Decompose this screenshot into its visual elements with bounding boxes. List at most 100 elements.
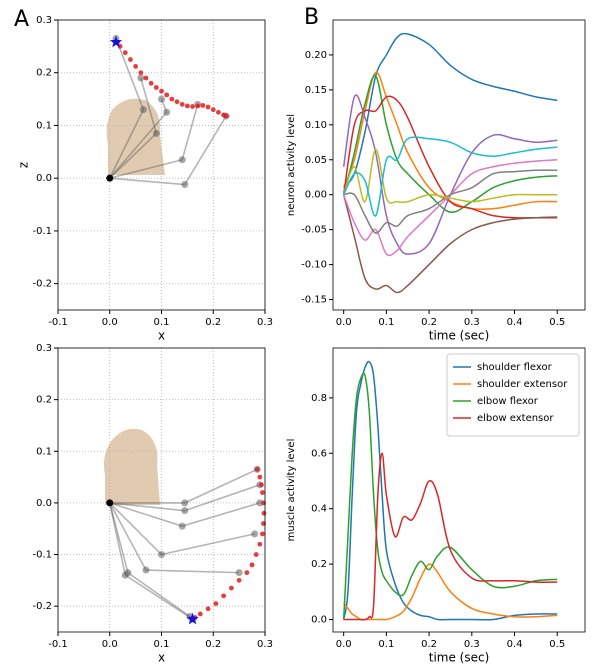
legend-label: shoulder flexor (477, 362, 553, 373)
y-tick-label: 0.00 (305, 190, 327, 201)
shoulder-joint (106, 174, 114, 182)
trajectory-point (223, 113, 229, 119)
series-line (343, 452, 558, 621)
trajectory-point (253, 552, 259, 557)
panel-label: B (304, 5, 319, 30)
trajectory-point (236, 577, 242, 583)
y-axis-label: z (17, 162, 31, 168)
x-axis-label: time (sec) (429, 329, 490, 343)
x-tick-label: 0.5 (549, 317, 565, 328)
x-axis-label: x (158, 651, 165, 665)
trajectory-point (257, 541, 263, 547)
trajectory-point (213, 601, 219, 606)
y-tick-label: 0.4 (311, 504, 327, 515)
legend-label: elbow flexor (477, 396, 539, 407)
x-tick-label: 0.0 (102, 317, 118, 328)
elbow-joint (178, 156, 186, 164)
x-tick-label: 0.1 (378, 317, 394, 328)
x-tick-label: 0.3 (464, 639, 480, 650)
axes-frame (332, 19, 586, 311)
trajectory-point (260, 490, 265, 495)
series-line (342, 194, 558, 294)
trajectory-point (128, 57, 133, 62)
hand-joint (137, 74, 145, 82)
trajectory-point (138, 70, 144, 76)
axes-frame (57, 347, 266, 633)
trajectory-point (184, 103, 190, 109)
series-line (342, 71, 558, 211)
x-tick-label: 0.2 (205, 317, 221, 328)
series-line (342, 74, 558, 213)
y-tick-label: 0.20 (305, 50, 327, 61)
trajectory-point (258, 482, 264, 488)
series-line (343, 136, 558, 217)
legend-label: shoulder extensor (477, 379, 568, 390)
trajectory-point (174, 99, 180, 105)
trajectory-point (190, 104, 195, 109)
trajectory-point (122, 50, 128, 56)
series-line (342, 95, 558, 219)
hand-joint (251, 530, 259, 538)
elbow-joint (181, 499, 189, 507)
x-tick-label: 0.4 (507, 639, 523, 650)
elbow-joint (181, 507, 189, 515)
x-tick-label: 0.4 (507, 317, 523, 328)
elbow-joint (158, 551, 165, 559)
trajectory-point (197, 611, 203, 617)
series-line (342, 148, 558, 204)
trajectory-point (153, 85, 159, 90)
y-tick-label: -0.1 (32, 226, 52, 237)
y-tick-label: -0.1 (32, 550, 52, 561)
arm-pose (109, 502, 240, 574)
trajectory-point (249, 562, 255, 568)
trajectory-point (169, 96, 175, 102)
y-tick-label: 0.3 (36, 15, 52, 26)
target-star (186, 612, 199, 625)
x-tick-label: 0.1 (154, 639, 170, 650)
x-tick-label: 0.0 (336, 639, 352, 650)
elbow-joint (163, 108, 171, 116)
axes-frame (57, 19, 266, 311)
trajectory-point (244, 570, 250, 576)
x-tick-label: 0.0 (102, 639, 118, 650)
y-tick-label: 0.8 (311, 393, 327, 404)
y-tick-label: 0.1 (36, 120, 52, 131)
trajectory-point (257, 474, 263, 480)
series-line (342, 372, 558, 620)
series-line (342, 360, 558, 621)
trajectory-point (143, 75, 149, 81)
trajectory-point (254, 466, 260, 472)
y-tick-label: -0.15 (301, 295, 327, 306)
y-tick-label: 0.2 (311, 559, 327, 570)
y-tick-label: 0.0 (36, 498, 52, 509)
series-line (343, 32, 558, 189)
y-tick-label: 0.0 (36, 173, 52, 184)
trajectory-point (200, 103, 206, 108)
legend-box (446, 353, 580, 437)
elbow-joint (178, 522, 186, 530)
y-tick-label: 0.2 (36, 395, 52, 406)
legend-label: elbow extensor (477, 413, 554, 424)
x-tick-label: 0.1 (154, 317, 170, 328)
series-line (343, 169, 558, 234)
trajectory-point (179, 101, 185, 107)
elbow-joint (124, 569, 132, 577)
trajectory-point (195, 103, 201, 109)
arm-pose (108, 502, 193, 620)
y-tick-label: -0.10 (301, 260, 327, 271)
hand-joint (158, 95, 165, 103)
series-line (342, 159, 558, 257)
x-tick-label: 0.2 (205, 639, 221, 650)
trajectory-point (159, 88, 164, 94)
y-tick-label: 0.1 (36, 446, 52, 457)
panel-label: A (14, 7, 29, 32)
elbow-joint (139, 106, 147, 114)
x-tick-label: -0.1 (48, 639, 68, 650)
shoulder-joint (106, 499, 114, 507)
x-tick-label: -0.1 (48, 317, 68, 328)
y-tick-label: 0.05 (305, 155, 327, 166)
x-tick-label: 0.3 (257, 317, 273, 328)
y-tick-label: 0.0 (311, 615, 327, 626)
y-tick-label: -0.05 (301, 225, 327, 236)
